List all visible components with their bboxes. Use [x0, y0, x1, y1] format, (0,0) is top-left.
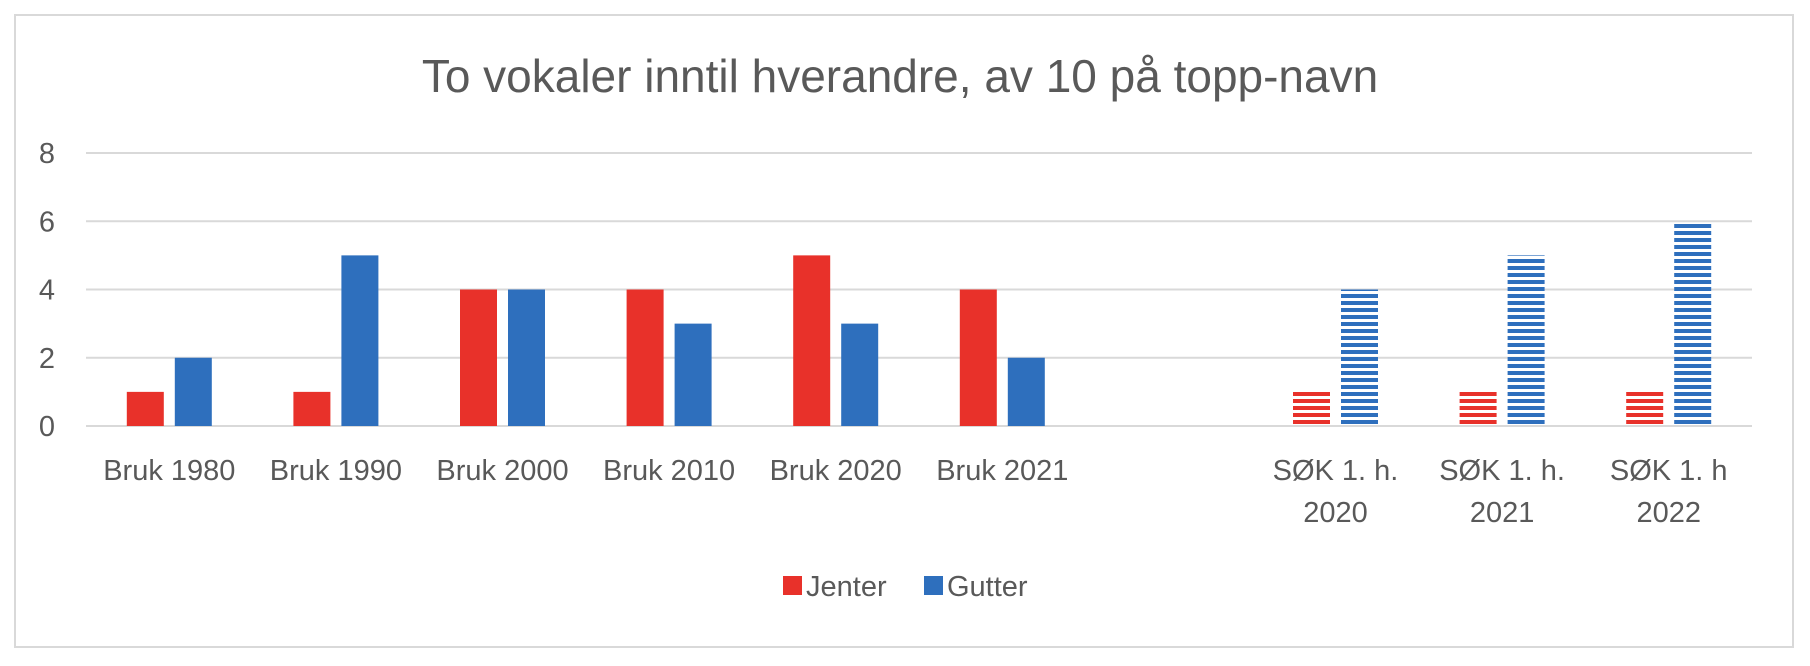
x-category-label: Bruk 2010 [603, 455, 735, 487]
bar-gutter-8 [1507, 255, 1545, 426]
y-axis-ticks: 0 2 4 6 8 [39, 138, 55, 443]
bar-jenter-8 [1459, 391, 1497, 426]
legend-swatch-gutter [924, 576, 943, 595]
x-category-label: SØK 1. h. [1439, 455, 1565, 487]
x-category-label: Bruk 1980 [103, 455, 235, 487]
bar-gutter-4 [841, 323, 879, 426]
bar-jenter-7 [1293, 391, 1330, 426]
x-category-label: Bruk 2021 [936, 455, 1068, 487]
x-category-label: 2020 [1303, 497, 1368, 529]
bar-gutter-3 [674, 323, 712, 426]
bar-jenter-5 [959, 289, 997, 426]
bar-gutter-9 [1674, 221, 1712, 426]
y-tick-label: 8 [39, 138, 55, 170]
y-tick-label: 6 [39, 206, 55, 238]
bar-jenter-0 [126, 391, 164, 426]
bar-gutter-2 [508, 289, 545, 426]
x-category-label: SØK 1. h [1610, 455, 1728, 487]
bars [126, 221, 1712, 426]
bar-gutter-7 [1341, 289, 1378, 426]
bar-jenter-2 [460, 289, 497, 426]
x-category-label: Bruk 1990 [270, 455, 402, 487]
legend-swatch-jenter [783, 576, 802, 595]
y-tick-label: 0 [39, 411, 55, 443]
x-category-label: 2022 [1636, 497, 1701, 529]
x-axis-labels: Bruk 1980 Bruk 1990 Bruk 2000 Bruk 2010 Bruk… [103, 455, 1727, 529]
y-tick-label: 2 [39, 343, 55, 375]
legend-label-gutter: Gutter [947, 571, 1028, 603]
bar-jenter-4 [793, 255, 831, 426]
gridlines [86, 152, 1752, 427]
x-category-label: Bruk 2020 [770, 455, 902, 487]
bar-jenter-9 [1626, 391, 1664, 426]
bar-gutter-1 [341, 255, 379, 426]
bar-gutter-0 [174, 357, 212, 426]
x-category-label: Bruk 2000 [436, 455, 568, 487]
chart-title: To vokaler inntil hverandre, av 10 på to… [422, 50, 1378, 102]
y-tick-label: 4 [39, 275, 55, 307]
bar-gutter-5 [1007, 357, 1045, 426]
legend: Jenter Gutter [783, 571, 1028, 603]
x-category-label: SØK 1. h. [1273, 455, 1399, 487]
x-category-label: 2021 [1470, 497, 1535, 529]
bar-jenter-1 [293, 391, 331, 426]
legend-label-jenter: Jenter [806, 571, 887, 603]
chart-frame [14, 14, 1794, 648]
bar-jenter-3 [626, 289, 664, 426]
